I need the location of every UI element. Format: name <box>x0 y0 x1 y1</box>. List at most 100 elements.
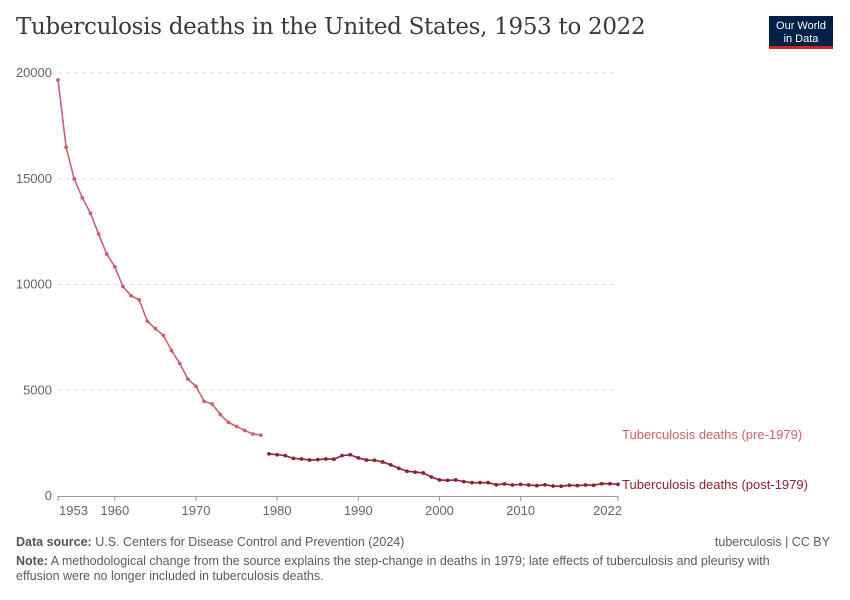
data-point <box>88 211 93 216</box>
data-point <box>413 470 418 475</box>
data-point <box>267 452 271 456</box>
data-point <box>275 452 280 457</box>
data-point <box>534 483 539 488</box>
series-label: Tuberculosis deaths (post-1979) <box>622 477 808 492</box>
data-point <box>470 480 474 485</box>
data-point <box>72 177 77 181</box>
data-point <box>96 232 101 236</box>
data-point <box>153 326 158 331</box>
credit[interactable]: tuberculosis | CC BY <box>714 535 830 549</box>
data-point <box>356 456 361 460</box>
logo-line1: Our World <box>776 20 826 32</box>
data-point <box>250 432 255 436</box>
chart-title: Tuberculosis deaths in the United States… <box>16 14 646 40</box>
owid-logo[interactable]: Our World in Data <box>769 16 833 49</box>
data-point <box>364 458 369 462</box>
data-point <box>226 420 231 425</box>
data-point <box>583 483 588 487</box>
y-tick-label: 20000 <box>16 65 52 80</box>
series-label: Tuberculosis deaths (pre-1979) <box>622 427 802 442</box>
data-point <box>202 399 206 404</box>
y-tick-label: 5000 <box>23 382 52 397</box>
x-tick-label: 1960 <box>100 503 129 518</box>
data-point <box>64 145 69 150</box>
data-point <box>486 480 491 485</box>
data-point <box>56 78 60 82</box>
data-point <box>291 456 296 461</box>
y-tick-label: 0 <box>45 488 52 503</box>
y-tick-label: 15000 <box>16 171 52 186</box>
source-label: Data source: <box>16 535 92 549</box>
data-point <box>112 264 117 269</box>
data-point <box>210 402 215 406</box>
data-point <box>307 458 312 462</box>
data-point <box>599 481 604 486</box>
data-point <box>405 469 409 474</box>
series-line-post-1979 <box>268 453 619 488</box>
data-point <box>518 482 523 487</box>
x-tick-label: 2000 <box>425 503 454 518</box>
data-point <box>445 478 450 483</box>
data-point <box>453 478 458 482</box>
data-point <box>526 483 531 487</box>
data-point <box>299 457 304 461</box>
note: Note: A methodological change from the s… <box>16 554 816 584</box>
data-point <box>380 460 385 464</box>
y-tick-label: 10000 <box>16 277 52 292</box>
source-text[interactable]: U.S. Centers for Disease Control and Pre… <box>95 535 405 549</box>
data-point <box>510 483 515 487</box>
data-point <box>129 293 133 298</box>
data-point <box>104 252 109 256</box>
data-point <box>161 333 166 338</box>
data-point <box>218 412 223 417</box>
x-tick-label: 1953 <box>59 503 88 518</box>
data-point <box>502 482 507 486</box>
x-tick-label: 2010 <box>506 503 535 518</box>
x-tick-label: 1980 <box>263 503 292 518</box>
data-point <box>591 483 596 488</box>
series-line-pre-1979 <box>57 79 262 436</box>
logo-line2: in Data <box>783 33 819 45</box>
x-tick-label: 1970 <box>182 503 211 518</box>
data-point <box>607 481 612 486</box>
data-point <box>567 483 572 488</box>
data-point <box>121 284 125 289</box>
data-point <box>194 384 198 389</box>
data-point <box>559 484 564 489</box>
data-point <box>258 433 263 437</box>
data-point <box>145 319 150 323</box>
data-point <box>242 428 247 433</box>
data-point <box>543 482 547 487</box>
data-point <box>551 484 555 488</box>
data-point <box>340 453 344 458</box>
data-point <box>421 471 426 475</box>
data-point <box>494 482 499 487</box>
data-point <box>616 482 620 487</box>
data-point <box>348 452 353 457</box>
data-point <box>315 457 320 462</box>
data-point <box>437 478 442 482</box>
data-point <box>575 483 580 488</box>
data-point <box>372 458 377 463</box>
data-point <box>80 195 85 200</box>
data-point <box>234 424 239 429</box>
note-text: A methodological change from the source … <box>16 554 770 583</box>
x-tick-label: 2022 <box>593 503 622 518</box>
note-label: Note: <box>16 554 48 568</box>
data-point <box>137 297 142 302</box>
data-point <box>461 479 466 484</box>
data-point <box>283 453 288 458</box>
data-point <box>388 463 393 467</box>
data-point <box>169 348 174 353</box>
data-point <box>332 457 336 462</box>
data-point <box>478 480 482 485</box>
data-source: Data source: U.S. Centers for Disease Co… <box>16 535 404 549</box>
data-point <box>177 361 182 366</box>
data-point <box>323 457 328 461</box>
data-point <box>429 475 434 479</box>
data-point <box>396 466 401 471</box>
x-tick-label: 1990 <box>344 503 373 518</box>
data-point <box>185 377 190 381</box>
